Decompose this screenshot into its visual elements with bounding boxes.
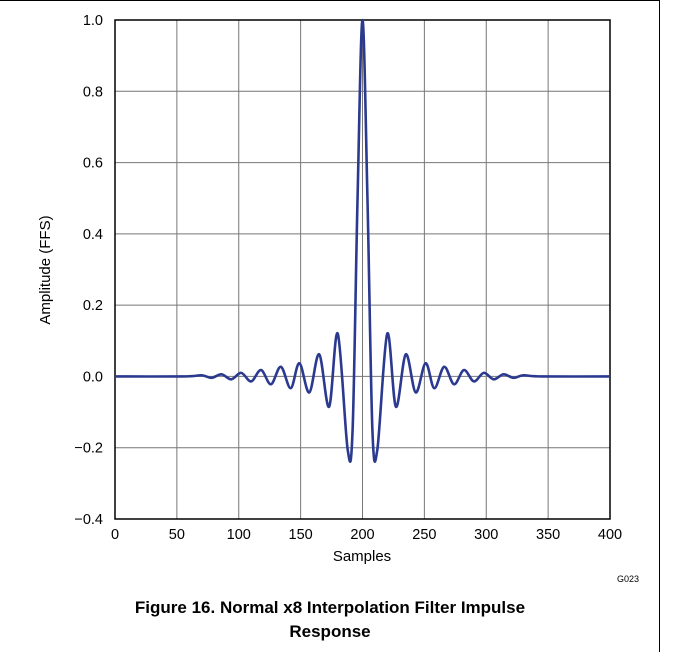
y-tick-label: 0.4: [83, 227, 103, 243]
y-axis-label: Amplitude (FFS): [37, 215, 54, 324]
x-tick-label: 250: [412, 527, 436, 543]
x-tick-label: 400: [598, 527, 622, 543]
x-tick-label: 150: [289, 527, 313, 543]
figure-frame: [0, 0, 660, 652]
grid: [115, 20, 610, 519]
x-tick-label: 350: [536, 527, 560, 543]
x-tick-label: 100: [227, 527, 251, 543]
y-tick-label: 0.0: [83, 369, 103, 385]
y-tick-label: 1.0: [83, 13, 103, 29]
y-tick-labels: 1.0 0.8 0.6 0.4 0.2 0.0 −0.2 −0.4: [74, 13, 103, 528]
x-tick-label: 0: [111, 527, 119, 543]
x-tick-label: 200: [350, 527, 374, 543]
y-tick-label: −0.2: [74, 441, 103, 457]
y-tick-label: 0.2: [83, 298, 103, 314]
y-tick-label: −0.4: [74, 512, 103, 528]
y-tick-label: 0.6: [83, 156, 103, 172]
y-tick-label: 0.8: [83, 84, 103, 100]
figure-code: G023: [617, 574, 640, 584]
x-tick-labels: 0 50 100 150 200 250 300 350 400: [111, 527, 622, 543]
figure-caption: Figure 16. Normal x8 Interpolation Filte…: [134, 598, 526, 641]
x-axis-label: Samples: [333, 548, 391, 565]
x-tick-label: 300: [474, 527, 498, 543]
impulse-response-line: [114, 18, 611, 464]
x-tick-label: 50: [169, 527, 185, 543]
